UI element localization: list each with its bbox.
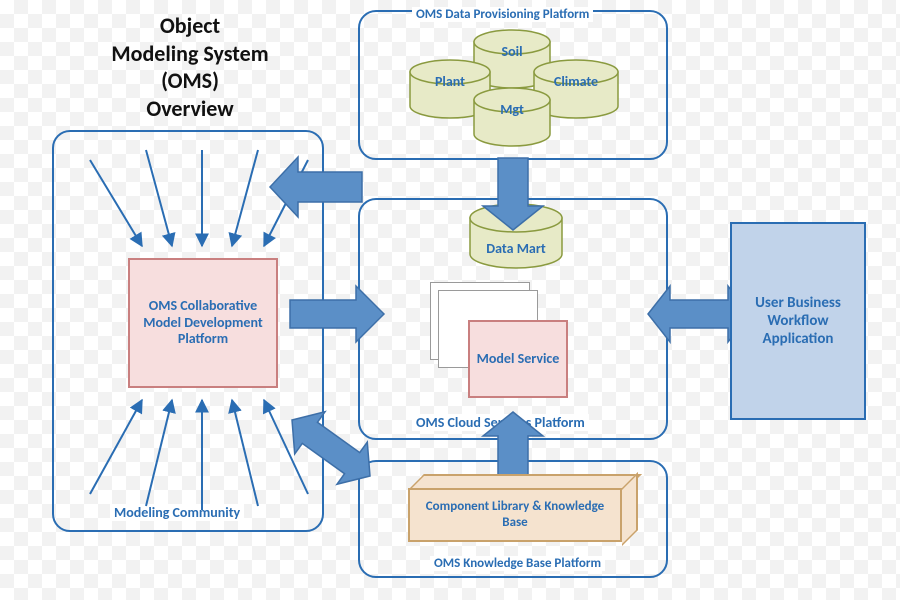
cylinder-label-soil: Soil xyxy=(462,40,562,64)
box-label: Model Service xyxy=(477,351,560,368)
cylinder-label-plant: Plant xyxy=(400,70,500,94)
cylinder-label-mgt: Mgt xyxy=(462,98,562,122)
diagram-title: ObjectModeling System(OMS)Overview xyxy=(70,12,310,122)
cylinder-label-data-mart: Data Mart xyxy=(456,234,576,264)
box-label: User Business Workflow Application xyxy=(736,294,860,348)
panel-label-data-provisioning: OMS Data Provisioning Platform xyxy=(412,7,593,22)
panel-label-cloud-services: OMS Cloud Services Platform xyxy=(412,414,589,431)
box-model-service: Model Service xyxy=(468,320,568,398)
panel-label-knowledge-base: OMS Knowledge Base Platform xyxy=(430,556,605,571)
box-user-application: User Business Workflow Application xyxy=(730,222,866,420)
panel-label-modeling-community: Modeling Community xyxy=(110,504,244,521)
box-label: Data Mart xyxy=(486,241,545,258)
cylinder-label-climate: Climate xyxy=(526,70,626,94)
box-collaborative-platform: OMS Collaborative Model Development Plat… xyxy=(128,258,278,388)
box-component-library: Component Library & Knowledge Base xyxy=(408,488,622,542)
box-label: Component Library & Knowledge Base xyxy=(414,499,616,530)
box-label: OMS Collaborative Model Development Plat… xyxy=(134,298,272,348)
